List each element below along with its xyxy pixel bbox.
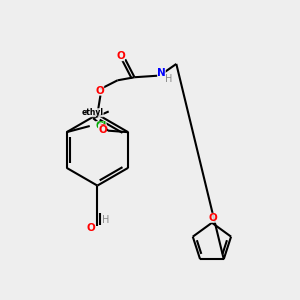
Text: H: H	[165, 74, 172, 84]
Text: Cl: Cl	[95, 121, 106, 131]
Text: O: O	[87, 223, 95, 233]
Text: O: O	[116, 51, 125, 61]
Text: O: O	[98, 125, 107, 135]
Text: O: O	[98, 124, 107, 134]
Text: O: O	[208, 213, 217, 223]
Text: O: O	[95, 85, 104, 96]
Text: H: H	[102, 215, 110, 225]
Text: ethyl: ethyl	[82, 108, 104, 117]
Text: N: N	[157, 68, 166, 78]
